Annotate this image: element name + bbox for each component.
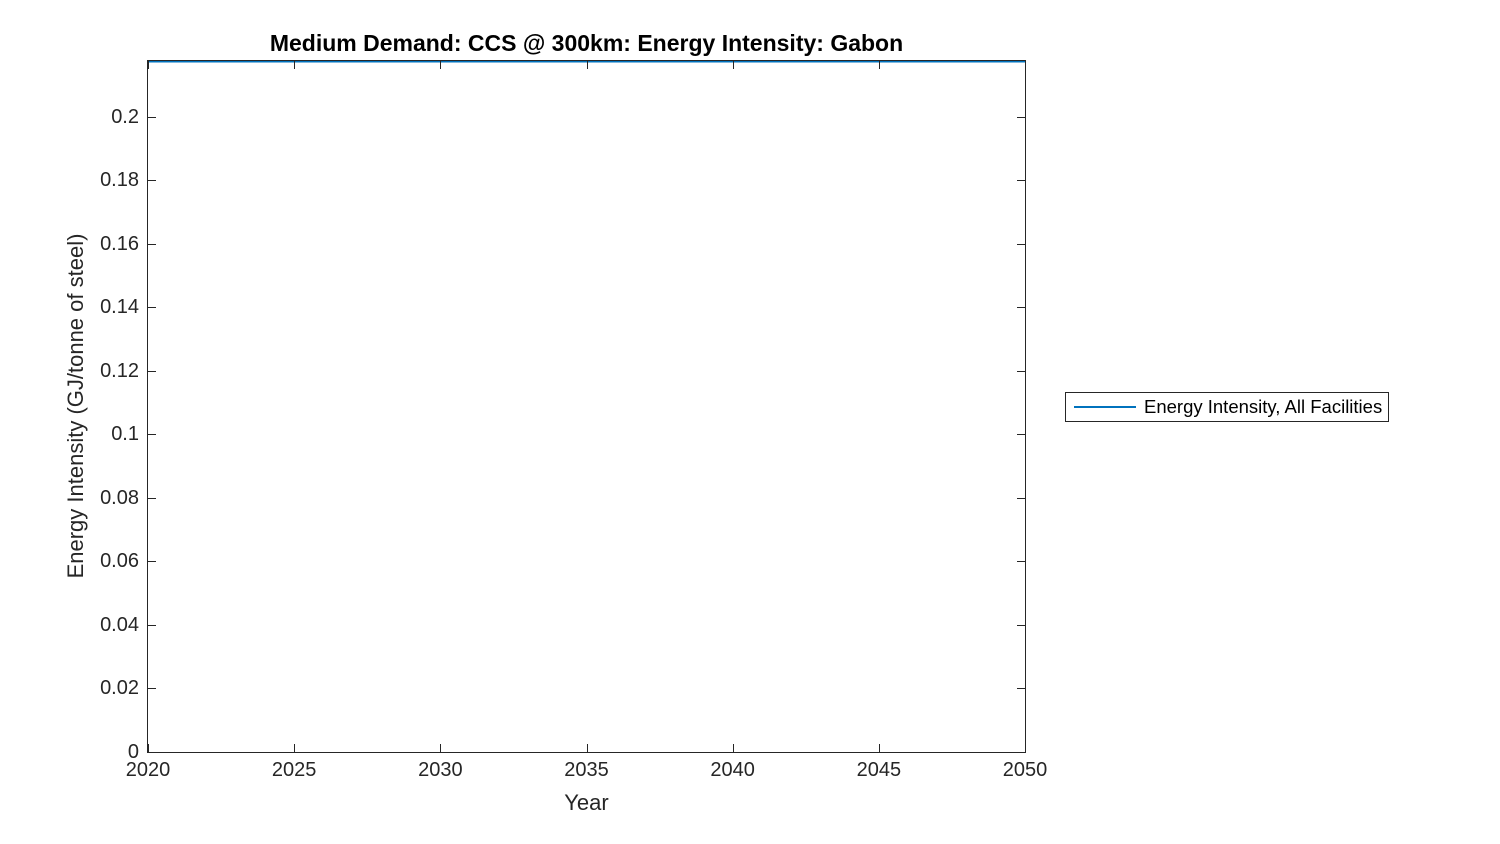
tick-mark <box>440 61 442 69</box>
y-tick-label: 0 <box>127 741 139 763</box>
tick-mark <box>148 243 156 245</box>
legend-line-sample-icon <box>1074 406 1136 408</box>
tick-mark <box>148 497 156 499</box>
tick-mark <box>1017 688 1025 690</box>
y-tick-label: 0.14 <box>100 296 139 319</box>
tick-mark <box>148 370 156 372</box>
y-tick-label: 0.1 <box>111 423 139 446</box>
tick-mark <box>878 61 880 69</box>
tick-mark <box>1017 116 1025 118</box>
tick-mark <box>1025 61 1026 69</box>
tick-mark <box>586 61 588 69</box>
tick-mark <box>148 61 149 69</box>
tick-mark <box>878 744 880 752</box>
tick-mark <box>148 307 156 309</box>
y-tick-label: 0.18 <box>100 169 139 192</box>
tick-mark <box>148 688 156 690</box>
tick-mark <box>1017 497 1025 499</box>
y-tick-label: 0.12 <box>100 359 139 382</box>
tick-mark <box>1017 752 1025 753</box>
y-tick-label: 0.02 <box>100 677 139 700</box>
tick-mark <box>586 744 588 752</box>
tick-mark <box>440 744 442 752</box>
x-axis-label: Year <box>564 790 609 815</box>
legend-label: Energy Intensity, All Facilities <box>1144 396 1383 417</box>
x-tick-label: 2020 <box>125 759 171 781</box>
y-tick-label: 0.16 <box>100 232 139 255</box>
x-tick-label: 2045 <box>856 759 902 781</box>
tick-mark <box>1017 180 1025 182</box>
tick-mark <box>732 744 734 752</box>
tick-mark <box>148 561 156 563</box>
y-tick-label: 0.08 <box>100 486 139 509</box>
y-tick-label: 0.06 <box>100 550 139 573</box>
tick-mark <box>148 744 149 752</box>
x-tick-label: 2025 <box>271 759 317 781</box>
tick-mark <box>732 61 734 69</box>
tick-mark <box>148 624 156 626</box>
tick-mark <box>1017 243 1025 245</box>
tick-mark <box>294 61 296 69</box>
tick-mark <box>148 116 156 118</box>
tick-mark <box>148 434 156 436</box>
tick-mark <box>1025 744 1026 752</box>
chart-title: Medium Demand: CCS @ 300km: Energy Inten… <box>269 30 904 56</box>
x-tick-label: 2035 <box>564 759 609 781</box>
x-tick-label: 2040 <box>710 759 755 781</box>
x-tick-label: 2030 <box>418 759 463 781</box>
y-axis-label: Energy Intensity (GJ/tonne of steel) <box>63 233 88 579</box>
tick-mark <box>148 752 156 753</box>
energy-intensity-line <box>148 61 1025 63</box>
y-tick-label: 0.2 <box>111 105 139 128</box>
plot-area <box>147 60 1026 753</box>
tick-mark <box>1017 561 1025 563</box>
y-tick-label: 0.04 <box>100 613 139 636</box>
tick-mark <box>294 744 296 752</box>
tick-mark <box>1017 434 1025 436</box>
tick-mark <box>148 180 156 182</box>
x-tick-label: 2050 <box>1002 759 1048 781</box>
tick-mark <box>1017 624 1025 626</box>
tick-mark <box>1017 307 1025 309</box>
tick-mark <box>1017 370 1025 372</box>
legend-box: Energy Intensity, All Facilities <box>1065 392 1389 422</box>
